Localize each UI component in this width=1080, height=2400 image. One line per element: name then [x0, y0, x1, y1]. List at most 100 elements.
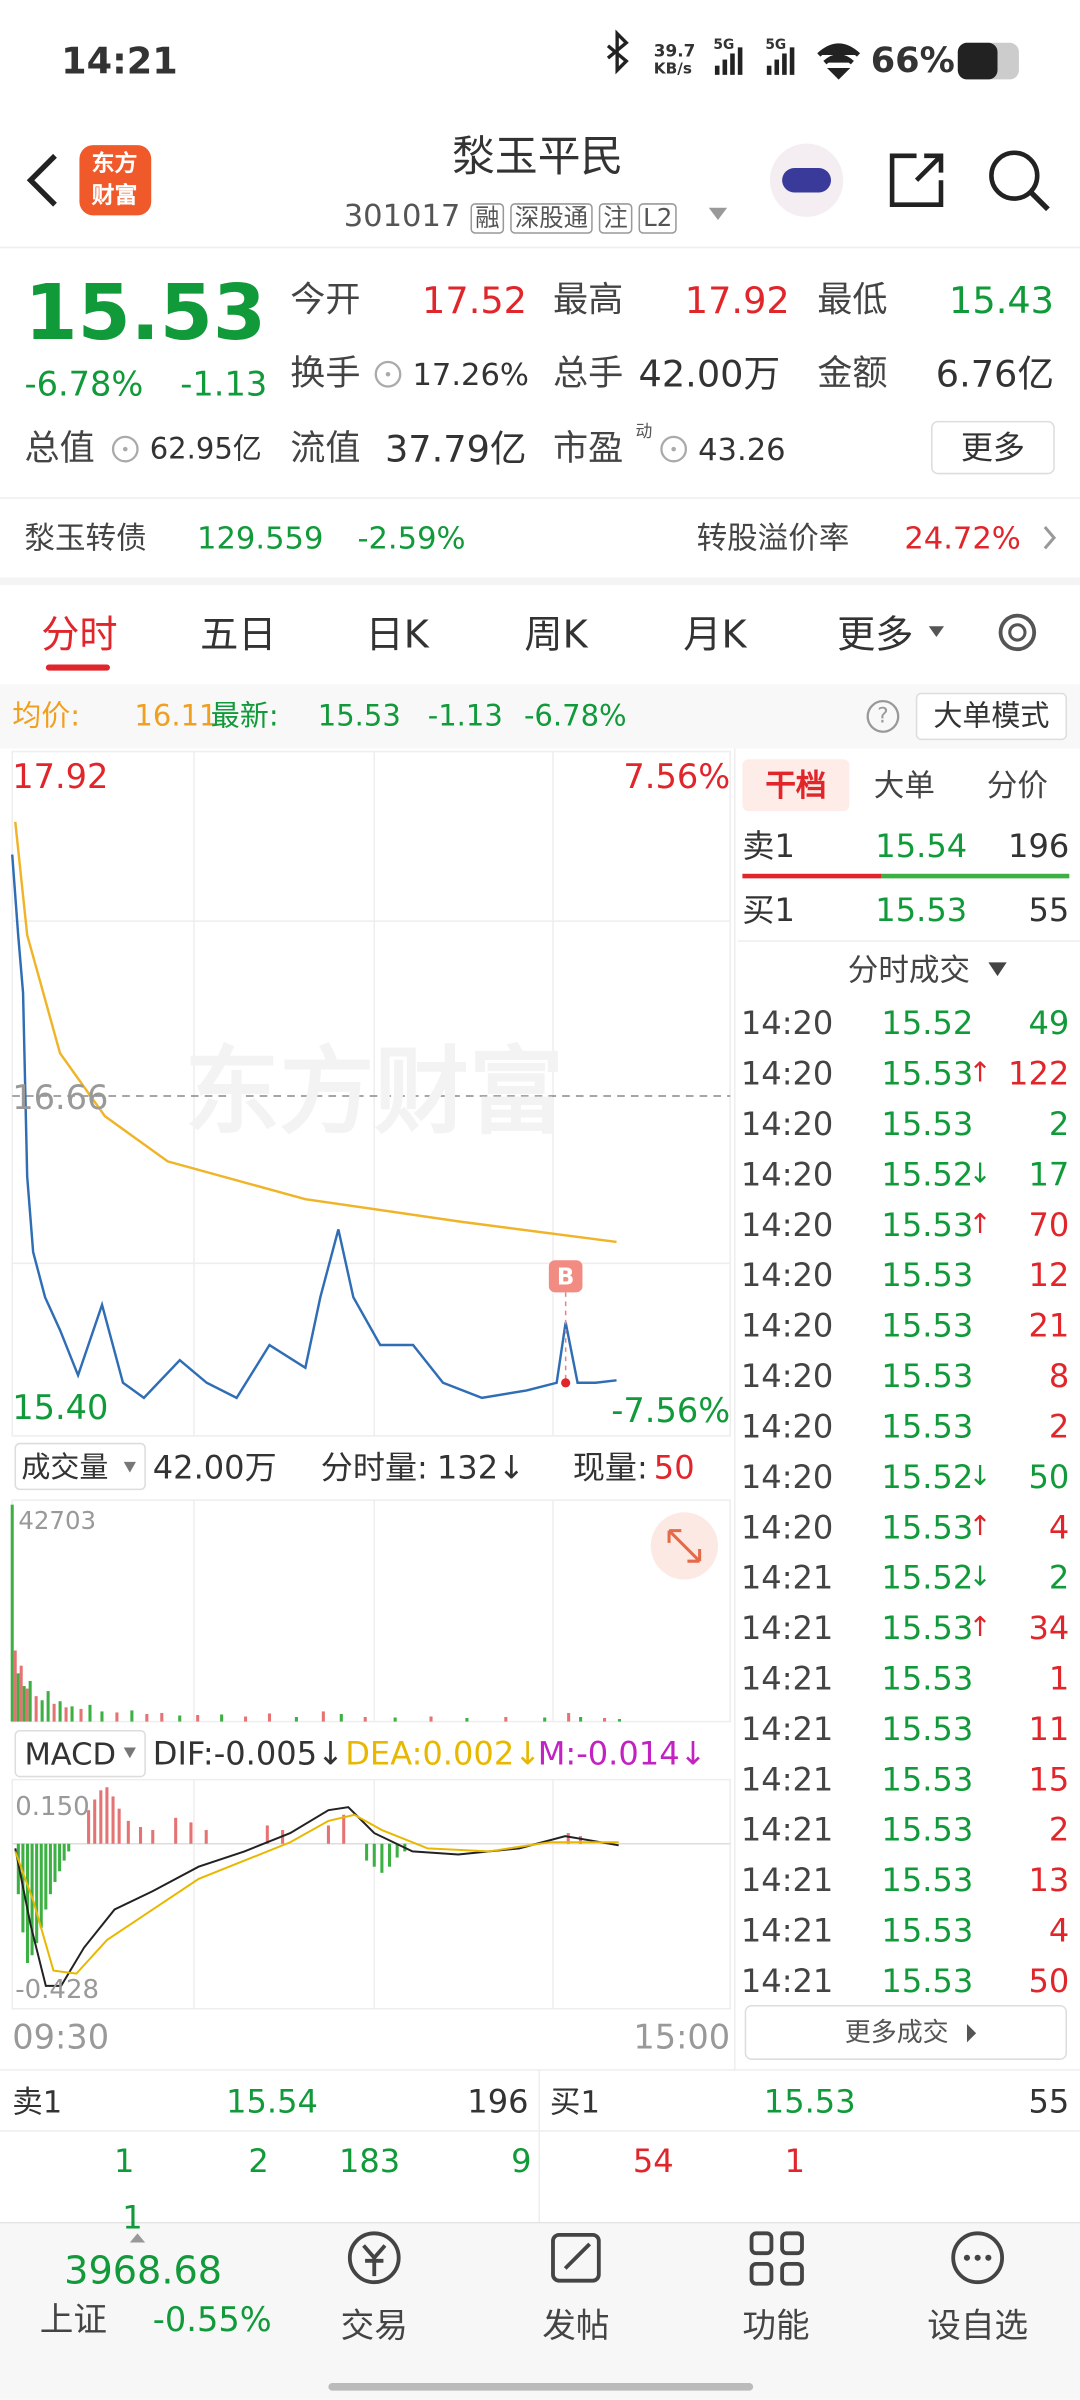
nav-item[interactable]: 发帖 — [542, 2308, 610, 2347]
last-price: 15.53 — [24, 268, 267, 358]
tab[interactable]: 日K — [365, 611, 429, 657]
nav-bar — [0, 2222, 1080, 2400]
mode-button[interactable] — [915, 692, 1068, 741]
volume-bar — [196, 1714, 200, 1722]
change-percent: -6.78% — [24, 366, 144, 405]
trade-price: 15.53 — [881, 1710, 974, 1747]
stock-tag: 深股通 — [510, 203, 593, 234]
index-caret[interactable] — [129, 2233, 146, 2243]
pct-label: -7.56% — [611, 1393, 731, 1432]
nav-item[interactable]: 交易 — [340, 2308, 408, 2347]
search-icon[interactable] — [989, 150, 1040, 201]
tab[interactable]: 更多 — [837, 611, 914, 657]
tab[interactable]: 月K — [683, 611, 747, 657]
trade-time: 14:21 — [740, 1710, 834, 1747]
back-button[interactable] — [26, 153, 57, 207]
x-tick-label: 09:30 — [12, 2019, 110, 2058]
field-value: 17.26% — [412, 355, 529, 393]
trade-time: 14:20 — [740, 1155, 834, 1193]
field-label: 市盈 — [552, 428, 624, 469]
book-tab[interactable]: 分价 — [986, 766, 1048, 804]
ask-queue: 183 — [338, 2142, 401, 2180]
dropdown-caret[interactable] — [708, 207, 728, 220]
volume-bar — [40, 1700, 44, 1722]
field-value: 17.92 — [684, 279, 790, 323]
volume-label[interactable]: 成交量 — [21, 1450, 109, 1485]
pct-label: 7.56% — [623, 759, 731, 798]
trade-volume: 2 — [1048, 1810, 1070, 1848]
period-volume: 132 — [436, 1448, 499, 1486]
trade-time: 14:21 — [740, 1659, 834, 1697]
trade-direction: ↓ — [968, 1460, 992, 1493]
battery-percent: 66% — [870, 40, 955, 81]
trade-volume: 8 — [1048, 1357, 1070, 1394]
macd-m-value: M:-0.014↓ — [537, 1734, 707, 1772]
volume-bar — [70, 1706, 74, 1722]
volume-bar — [579, 1717, 583, 1722]
trades-title[interactable]: 分时成交 — [847, 951, 971, 989]
macd-selector[interactable] — [14, 1729, 146, 1778]
tab[interactable]: 五日 — [200, 611, 277, 657]
bluetooth-icon — [606, 29, 629, 75]
dropdown-caret — [123, 1461, 136, 1473]
trade-volume: 2 — [1048, 1558, 1070, 1596]
ask-queue: 1 — [113, 2142, 135, 2180]
x-tick-label: 15:00 — [633, 2019, 731, 2058]
volume-bar — [19, 1665, 23, 1722]
status-time: 14:21 — [61, 39, 178, 83]
trade-time: 14:21 — [740, 1810, 834, 1848]
trade-volume: 70 — [1028, 1206, 1070, 1243]
trade-price: 15.53 — [881, 1206, 974, 1243]
volume-bar — [429, 1716, 433, 1722]
trade-price: 15.52 — [881, 1004, 974, 1042]
volume-bar — [52, 1703, 56, 1722]
trade-price: 15.53 — [881, 1508, 974, 1546]
settings-icon[interactable] — [998, 613, 1037, 652]
nav-item[interactable]: 设自选 — [927, 2308, 1029, 2347]
more-dots — [963, 2254, 992, 2261]
bid-queue: 1 — [784, 2142, 806, 2180]
trade-price: 15.53 — [881, 1054, 974, 1092]
nav-icons — [347, 2231, 1005, 2286]
more-button[interactable] — [931, 420, 1055, 475]
trade-price: 15.53 — [881, 1861, 974, 1899]
tab[interactable]: 分时 — [41, 611, 118, 657]
bid-price: 15.53 — [875, 891, 968, 929]
ask-bar — [742, 873, 882, 879]
premium-label: 转股溢价率 — [696, 519, 850, 557]
volume-bar — [267, 1713, 272, 1722]
more-trades-label[interactable]: 更多成交 — [844, 2017, 949, 2048]
trade-volume: 2 — [1048, 1407, 1070, 1445]
trade-time: 14:20 — [740, 1004, 834, 1042]
signal-icon — [714, 47, 743, 75]
book-tab[interactable]: 干档 — [765, 766, 827, 804]
help-label[interactable]: ? — [877, 704, 889, 729]
signal-icon — [766, 47, 795, 75]
period-volume-arrow: ↓ — [497, 1448, 525, 1486]
volume-bar — [58, 1701, 62, 1722]
more-trades-button[interactable] — [744, 2004, 1068, 2060]
trade-time: 14:20 — [740, 1508, 834, 1546]
trade-price: 15.53 — [881, 1357, 974, 1394]
field-label: 金额 — [817, 353, 888, 394]
info-icon — [374, 360, 402, 388]
index-value[interactable]: 3968.68 — [64, 2247, 223, 2293]
more-button-label[interactable]: 更多 — [960, 428, 1026, 466]
nav-item[interactable]: 功能 — [742, 2308, 810, 2347]
tab[interactable]: 周K — [524, 611, 588, 657]
volume-bar — [46, 1691, 50, 1722]
depth-bid-volume: 55 — [1028, 2082, 1070, 2120]
macd-label[interactable]: MACD — [24, 1735, 117, 1772]
book-tab[interactable]: 大单 — [873, 766, 935, 804]
expand-icon — [667, 1529, 702, 1563]
volume-bar — [321, 1711, 325, 1722]
volume-bar — [115, 1712, 119, 1722]
trade-volume: 13 — [1028, 1861, 1070, 1899]
watermark: 东方财富 — [184, 1035, 564, 1148]
mode-label[interactable]: 大单模式 — [933, 698, 1050, 733]
volume-selector[interactable] — [14, 1442, 146, 1491]
chevron[interactable] — [1043, 526, 1057, 550]
share-icon[interactable] — [889, 153, 944, 207]
help-icon[interactable] — [866, 700, 900, 733]
bond-change: -2.59% — [357, 519, 466, 557]
